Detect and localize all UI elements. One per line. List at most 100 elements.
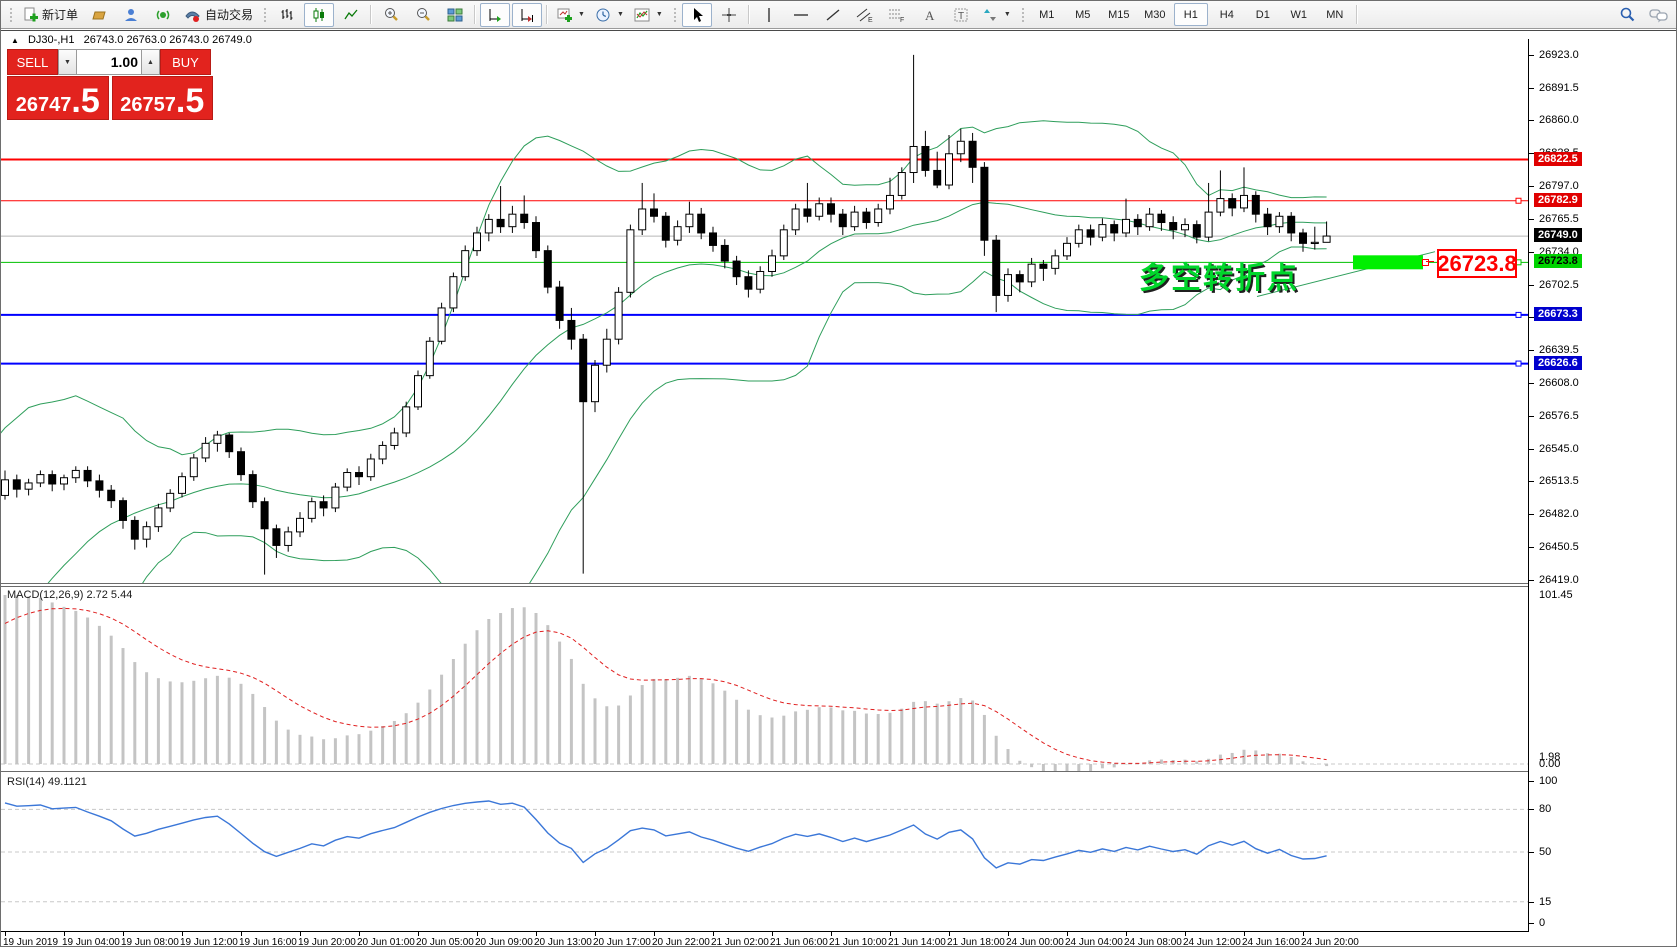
- candle-body: [827, 203, 835, 215]
- tab-timeframe-mn[interactable]: MN: [1326, 8, 1344, 21]
- svg-text:A: A: [925, 8, 935, 23]
- fibonacci-tool[interactable]: F: [882, 3, 912, 27]
- volume-input[interactable]: [77, 50, 141, 74]
- macd-histogram-bar: [15, 595, 19, 764]
- zoom-out-button[interactable]: [408, 3, 438, 27]
- new-chart-dropdown[interactable]: ▼: [552, 3, 589, 27]
- indicators-dropdown[interactable]: ▼: [630, 3, 667, 27]
- candlestick-chart-button[interactable]: [304, 2, 335, 27]
- time-tick-label: 20 Jun 05:00: [416, 937, 474, 947]
- price-tick-mark: [1529, 120, 1534, 122]
- crosshair-icon: [721, 7, 737, 23]
- buy-price-display[interactable]: 26757.5: [111, 76, 213, 120]
- toolbar-grip[interactable]: [1019, 5, 1025, 24]
- horizontal-line-tool[interactable]: [786, 3, 816, 27]
- candle-body: [803, 208, 812, 217]
- line-chart-button[interactable]: [336, 3, 366, 27]
- toolbar-grip[interactable]: [8, 5, 13, 24]
- chat-button[interactable]: [1644, 3, 1674, 27]
- search-button[interactable]: [1612, 3, 1642, 27]
- tile-windows-button[interactable]: [440, 3, 470, 27]
- trendline-tool[interactable]: [818, 3, 848, 27]
- cursor-tool-button[interactable]: [681, 2, 712, 27]
- candle-body: [543, 250, 552, 288]
- volume-increase-button[interactable]: ▲: [141, 49, 160, 75]
- macd-histogram-bar: [1089, 764, 1093, 771]
- period-dropdown[interactable]: ▼: [591, 3, 628, 27]
- channel-icon: E: [856, 7, 873, 23]
- toolbar-grip[interactable]: [262, 5, 268, 24]
- market-watch-button[interactable]: [116, 3, 146, 27]
- arrows-dropdown[interactable]: ▼: [978, 3, 1015, 27]
- price-tick-mark: [1529, 54, 1534, 56]
- candle-body: [921, 145, 930, 171]
- time-axis[interactable]: 19 Jun 2019 19 Jun 04:00 19 Jun 08:00 19 Ju…: [1, 932, 1676, 947]
- candle-body: [461, 250, 470, 278]
- time-tick-mark: [831, 932, 832, 936]
- price-tick-mark: [1529, 251, 1534, 253]
- new-chart-icon: [556, 7, 573, 23]
- candle-body: [791, 208, 800, 231]
- macd-histogram-bar: [322, 739, 326, 764]
- time-tick-label: 19 Jun 04:00: [62, 937, 120, 947]
- candle-body: [119, 500, 127, 521]
- macd-pane[interactable]: [1, 587, 1531, 771]
- macd-histogram-bar: [1313, 764, 1317, 765]
- candle-body: [614, 291, 623, 340]
- autotrading-button[interactable]: 自动交易: [180, 3, 257, 27]
- candle-body: [508, 213, 517, 228]
- macd-histogram-bar: [935, 703, 939, 764]
- tab-timeframe-m30[interactable]: M30: [1144, 8, 1166, 21]
- green-highlight-rectangle[interactable]: [1353, 255, 1423, 270]
- rsi-scale-80: 80: [1539, 803, 1552, 816]
- volume-decrease-button[interactable]: ▼: [58, 49, 77, 75]
- price-tick-mark: [1529, 514, 1534, 516]
- signals-button[interactable]: [148, 3, 178, 27]
- auto-scroll-button[interactable]: [480, 2, 511, 27]
- bar-chart-icon: [279, 7, 295, 23]
- price-line-label: 26822.5: [1534, 151, 1582, 166]
- pane-separator[interactable]: [1, 583, 1676, 587]
- time-tick-mark: [64, 932, 65, 936]
- macd-histogram-bar: [1053, 764, 1057, 771]
- chart-area[interactable]: ▲ DJ30-,H1 26743.0 26763.0 26743.0 26749…: [1, 30, 1676, 947]
- zoom-out-icon: [415, 7, 432, 23]
- toolbar-grip[interactable]: [671, 5, 677, 24]
- macd-histogram-bar: [581, 683, 585, 764]
- crosshair-tool-button[interactable]: [714, 3, 744, 27]
- buy-button[interactable]: BUY: [160, 49, 211, 75]
- candle-body: [1263, 213, 1272, 228]
- macd-histogram-bar: [546, 625, 550, 764]
- collapse-panel-arrow[interactable]: ▲: [11, 36, 19, 45]
- macd-histogram-bar: [38, 597, 42, 764]
- price-line-label: 26626.6: [1534, 355, 1582, 370]
- zoom-in-button[interactable]: [376, 3, 406, 27]
- time-tick-label: 20 Jun 17:00: [593, 937, 651, 947]
- price-pane[interactable]: [1, 47, 1531, 583]
- candle-body: [697, 213, 706, 234]
- text-tool[interactable]: A: [914, 3, 944, 27]
- tab-timeframe-m1[interactable]: M1: [1039, 8, 1055, 21]
- tab-timeframe-h4[interactable]: H4: [1219, 8, 1234, 21]
- sell-button[interactable]: SELL: [7, 49, 58, 75]
- tab-timeframe-d1[interactable]: D1: [1255, 8, 1270, 21]
- text-label-tool[interactable]: T: [946, 3, 976, 27]
- price-axis[interactable]: 26923.026891.526860.026828.526797.026765…: [1529, 31, 1676, 946]
- sell-price-display[interactable]: 26747.5: [7, 76, 109, 120]
- bar-chart-button[interactable]: [272, 3, 302, 27]
- profiles-button[interactable]: [84, 3, 114, 27]
- equidistant-channel-tool[interactable]: E: [850, 3, 880, 27]
- tab-timeframe-m15[interactable]: M15: [1108, 8, 1130, 21]
- macd-histogram-bar: [628, 695, 632, 764]
- macd-histogram-bar: [770, 717, 774, 764]
- new-order-button[interactable]: 新订单: [18, 3, 82, 27]
- tab-timeframe-h1[interactable]: H1: [1173, 3, 1208, 26]
- vertical-line-tool[interactable]: [754, 3, 784, 27]
- rsi-pane[interactable]: [1, 774, 1531, 931]
- tab-timeframe-w1[interactable]: W1: [1290, 8, 1308, 21]
- time-tick-label: 24 Jun 00:00: [1006, 937, 1064, 947]
- chart-shift-button[interactable]: [512, 2, 543, 27]
- time-tick-mark: [772, 932, 773, 936]
- tab-timeframe-m5[interactable]: M5: [1075, 8, 1091, 21]
